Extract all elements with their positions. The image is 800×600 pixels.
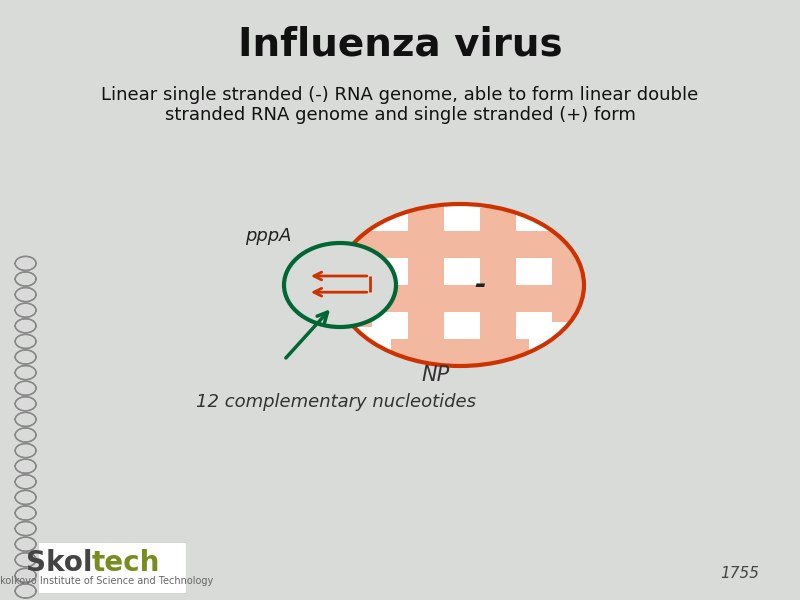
Bar [338, 285, 582, 312]
Text: tech: tech [92, 549, 160, 577]
FancyBboxPatch shape [38, 542, 186, 593]
Text: Linear single stranded (-) RNA genome, able to form linear double
stranded RNA g: Linear single stranded (-) RNA genome, a… [102, 86, 698, 124]
Text: 12 complementary nucleotides: 12 complementary nucleotides [196, 393, 476, 411]
Bar [391, 339, 529, 366]
Bar [408, 207, 444, 363]
Text: 1755: 1755 [721, 565, 759, 581]
Bar [336, 243, 372, 327]
Circle shape [284, 243, 396, 327]
Text: pppA: pppA [245, 227, 291, 245]
Bar [480, 208, 516, 362]
Bar [353, 231, 567, 258]
Bar [552, 248, 588, 322]
Text: NP: NP [422, 365, 450, 385]
Ellipse shape [336, 204, 584, 366]
Text: Skol: Skol [26, 549, 92, 577]
Text: Influenza virus: Influenza virus [238, 26, 562, 64]
Text: -: - [474, 271, 486, 299]
Text: Skolkovo Institute of Science and Technology: Skolkovo Institute of Science and Techno… [0, 576, 214, 586]
